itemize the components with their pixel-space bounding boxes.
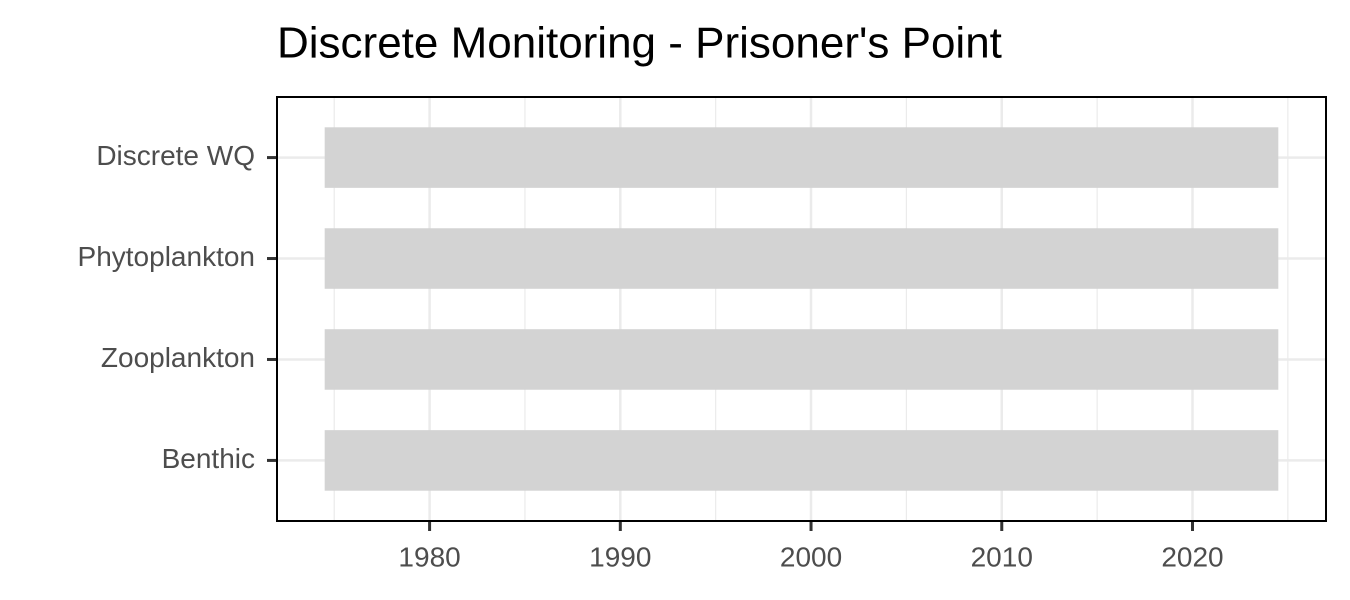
y-tick-label: Zooplankton <box>101 342 255 373</box>
bar <box>324 127 1279 188</box>
x-tick-label: 2000 <box>780 541 842 572</box>
x-tick-label: 2020 <box>1161 541 1223 572</box>
y-tick-label: Benthic <box>162 443 255 474</box>
x-tick-label: 1990 <box>589 541 651 572</box>
y-tick-label: Phytoplankton <box>78 241 255 272</box>
x-tick-label: 1980 <box>398 541 460 572</box>
plot-border <box>276 96 1327 522</box>
x-tick-label: 2010 <box>971 541 1033 572</box>
chart-title: Discrete Monitoring - Prisoner's Point <box>277 19 1002 68</box>
y-tick-label: Discrete WQ <box>96 140 255 171</box>
bar <box>324 329 1279 390</box>
bar <box>324 430 1279 491</box>
bar <box>324 228 1279 289</box>
